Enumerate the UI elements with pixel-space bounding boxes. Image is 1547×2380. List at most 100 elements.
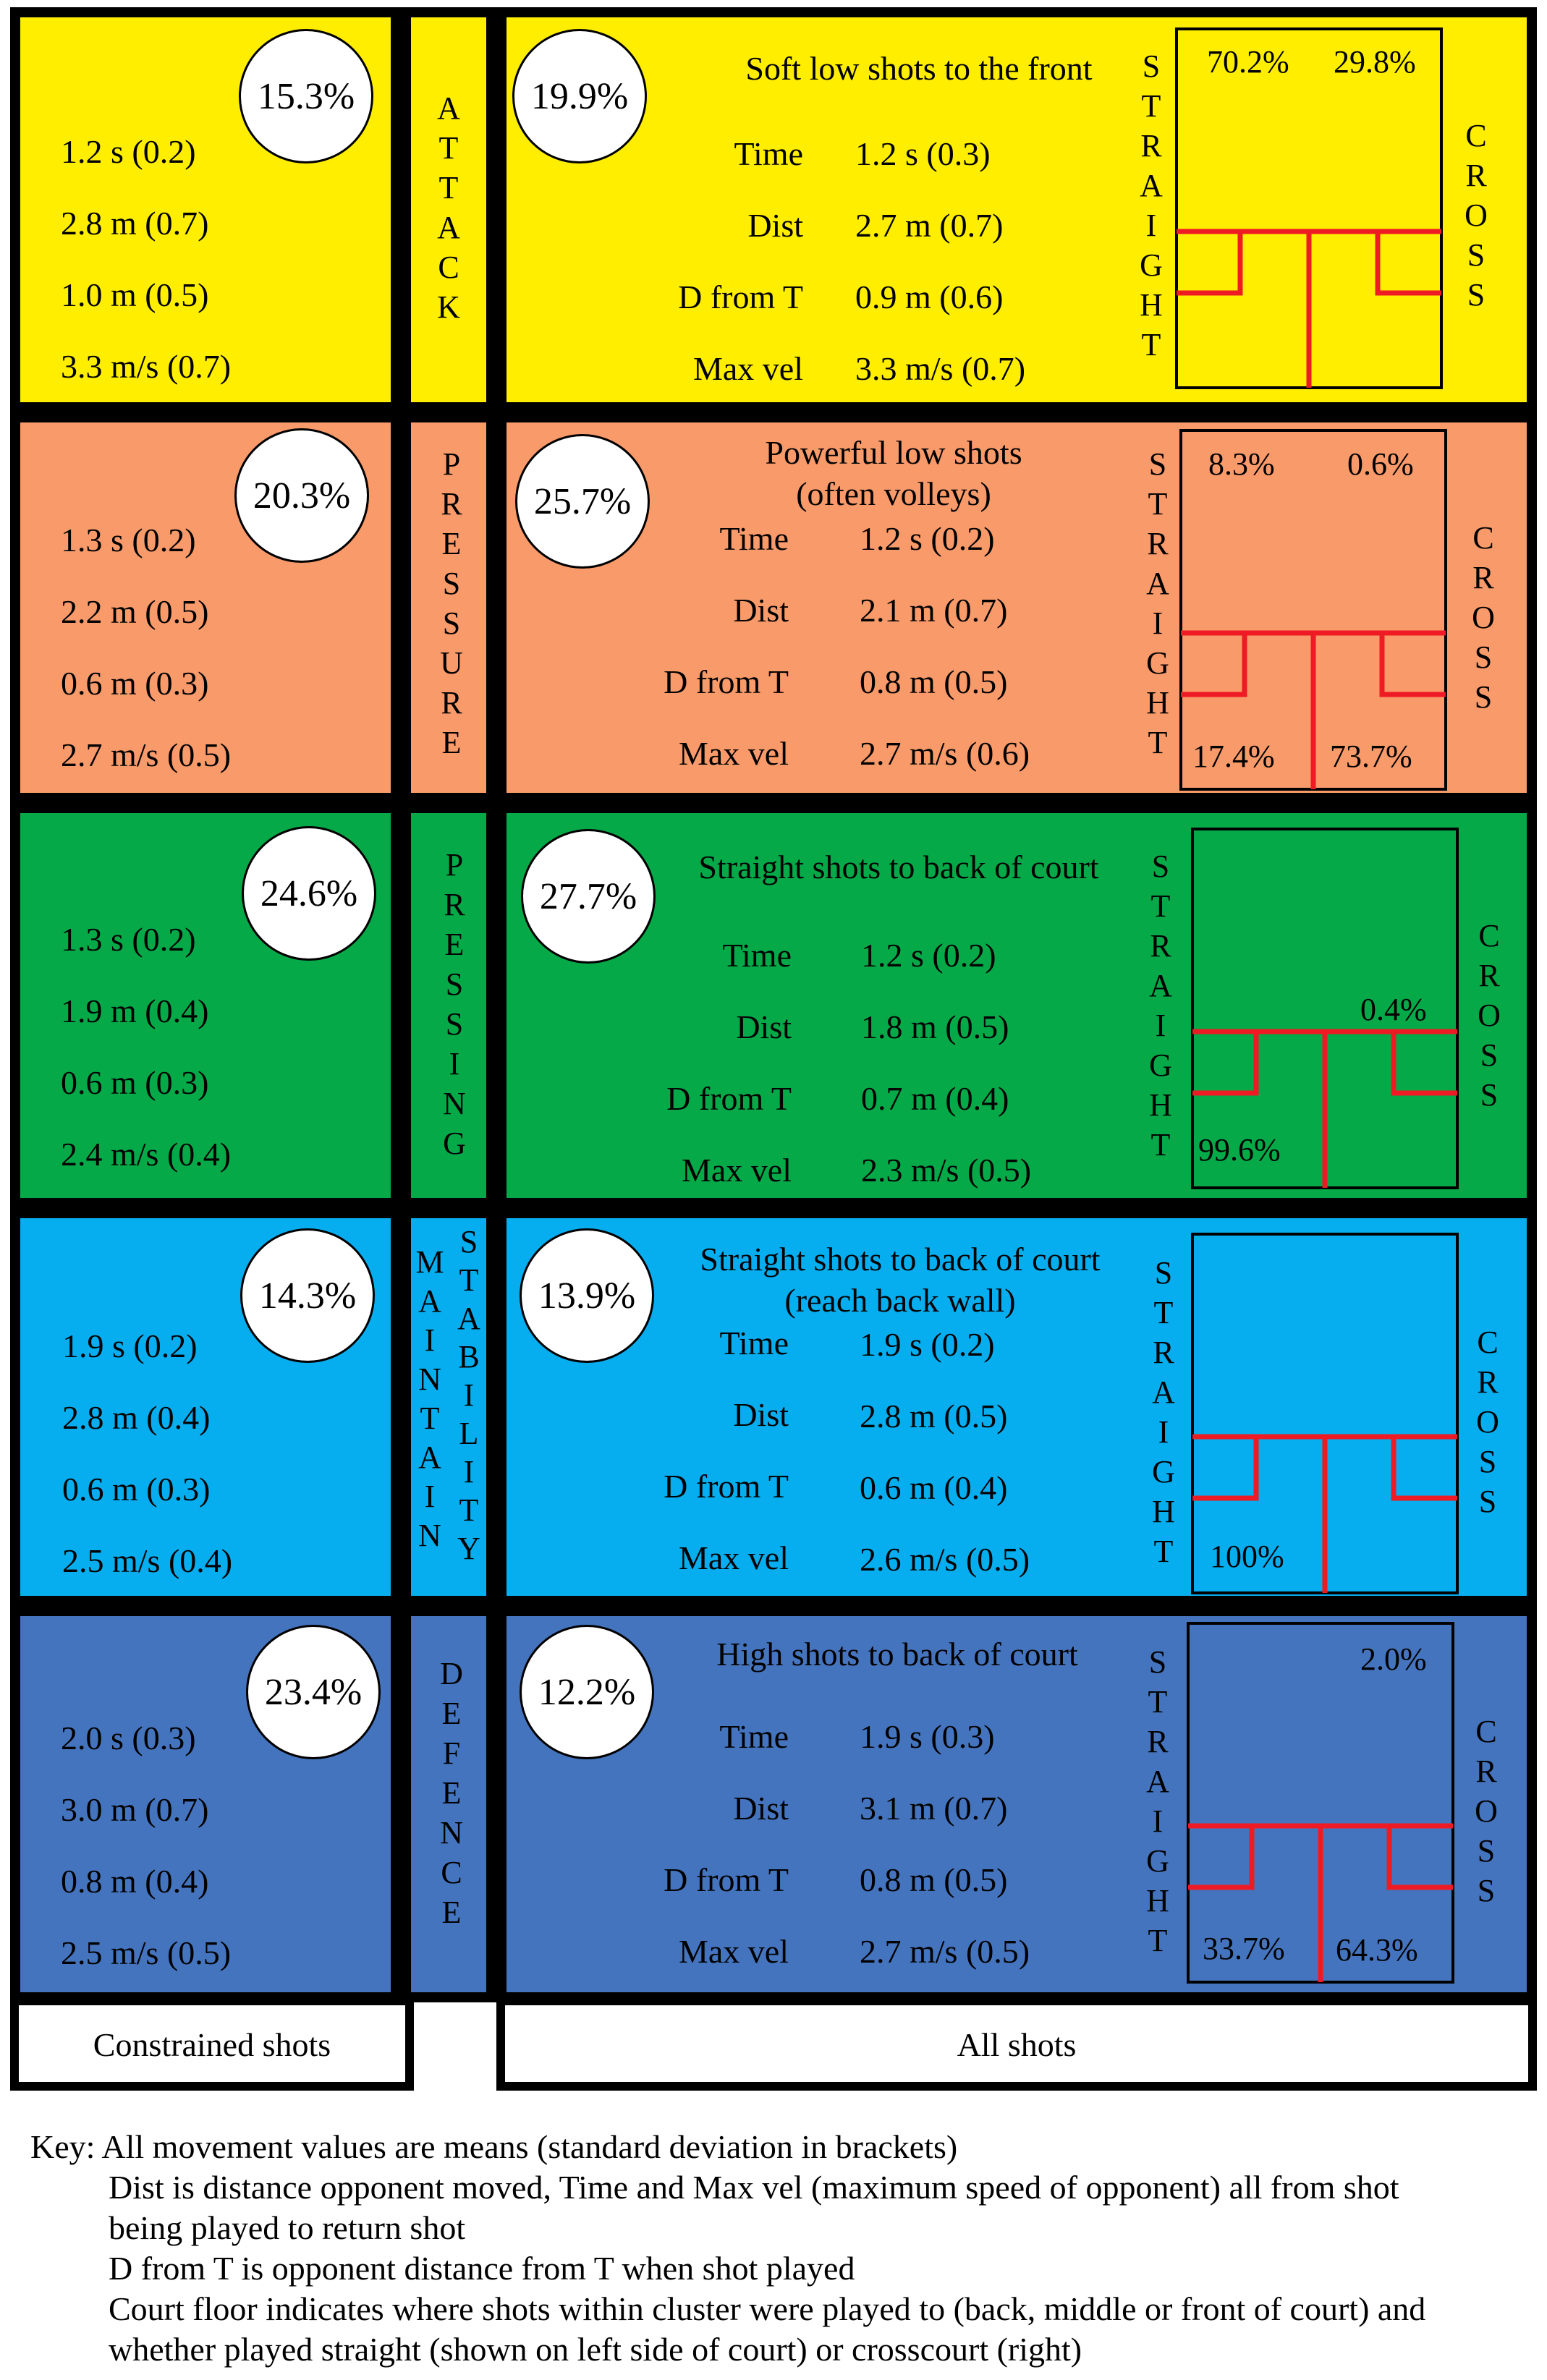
pressing-all-panel xyxy=(496,803,1537,1208)
defence-value-dist: 3.1 m (0.7) xyxy=(860,1790,1008,1827)
defence-value-dfromt: 0.8 m (0.5) xyxy=(860,1861,1008,1898)
attack-constrained-pct: 15.3% xyxy=(239,29,373,163)
attack-all-panel xyxy=(496,7,1537,412)
pressure-constrained-dist: 2.2 m (0.5) xyxy=(61,593,209,630)
pressing-label-dist: Dist xyxy=(736,1008,792,1045)
defence-cluster-title: High shots to back of court xyxy=(716,1636,1078,1673)
defence-constrained-dfromt: 0.8 m (0.4) xyxy=(61,1863,209,1900)
maintain-value-dfromt: 0.6 m (0.4) xyxy=(860,1469,1008,1506)
defence-straight-label: S T R A I G H T xyxy=(1146,1644,1169,1958)
attack-straight-label: S T R A I G H T xyxy=(1140,48,1163,362)
pressing-constrained-dfromt: 0.6 m (0.3) xyxy=(61,1064,209,1101)
attack-court-back-straight: 70.2% xyxy=(1207,44,1289,80)
pressing-label-time: Time xyxy=(722,937,792,974)
attack-label-dfromt: D from T xyxy=(678,279,803,315)
pressing-label-dfromt: D from T xyxy=(666,1080,792,1117)
pressure-value-dist: 2.1 m (0.7) xyxy=(860,592,1008,629)
maintain-all-pct: 13.9% xyxy=(520,1228,654,1363)
pressing-label-maxvel: Max vel xyxy=(681,1152,792,1189)
key-line-3: being played to return shot xyxy=(109,2209,466,2246)
pressure-all-panel xyxy=(496,412,1537,803)
pressure-cluster-title: Powerful low shots xyxy=(765,434,1022,471)
defence-value-maxvel: 2.7 m/s (0.5) xyxy=(860,1933,1030,1970)
attack-value-maxvel: 3.3 m/s (0.7) xyxy=(855,350,1026,387)
attack-label-time: Time xyxy=(734,135,803,172)
pressing-straight-label: S T R A I G H T xyxy=(1149,849,1172,1163)
pressure-value-maxvel: 2.7 m/s (0.6) xyxy=(860,735,1030,772)
maintain-court-diagram xyxy=(1191,1233,1459,1594)
maintain-cross-label: C R O S S xyxy=(1476,1325,1499,1519)
all-shots-footer xyxy=(496,2002,1537,2091)
maintain-value-time: 1.9 s (0.2) xyxy=(860,1326,995,1363)
pressure-straight-label: S T R A I G H T xyxy=(1146,446,1169,760)
defence-label-time: Time xyxy=(719,1718,789,1755)
pressure-cluster-subtitle: (often volleys) xyxy=(796,475,991,512)
pressure-constrained-pct: 20.3% xyxy=(234,428,369,563)
pressure-constrained-maxvel: 2.7 m/s (0.5) xyxy=(61,736,232,773)
constrained-shots-footer xyxy=(10,2002,414,2091)
attack-court-diagram xyxy=(1175,27,1443,389)
defence-label-panel xyxy=(401,1606,496,2002)
pressure-court-diagram xyxy=(1179,429,1447,791)
all-shots-label: All shots xyxy=(957,2026,1077,2063)
pressure-label-panel xyxy=(401,412,496,803)
maintain-category-label: M A I N T A I N xyxy=(415,1244,444,1553)
defence-constrained-pct: 23.4% xyxy=(246,1625,381,1759)
maintain-straight-label: S T R A I G H T xyxy=(1152,1255,1175,1569)
maintain-constrained-pct: 14.3% xyxy=(240,1228,375,1363)
pressure-court-front-cross: 73.7% xyxy=(1330,739,1412,774)
maintain-label-dfromt: D from T xyxy=(664,1468,789,1505)
maintain-label-dist: Dist xyxy=(733,1396,789,1433)
maintain-constrained-dist: 2.8 m (0.4) xyxy=(62,1399,211,1436)
maintain-label-panel xyxy=(401,1208,496,1606)
pressing-court-mid-cross: 0.4% xyxy=(1360,992,1427,1027)
pressure-label-dist: Dist xyxy=(733,592,789,629)
defence-category-label: D E F E N C E xyxy=(440,1656,463,1930)
attack-constrained-dist: 2.8 m (0.7) xyxy=(61,205,209,242)
attack-value-dfromt: 0.9 m (0.6) xyxy=(855,279,1004,315)
defence-label-dist: Dist xyxy=(733,1790,789,1827)
defence-court-back-cross: 2.0% xyxy=(1360,1641,1427,1677)
defence-label-maxvel: Max vel xyxy=(678,1933,789,1970)
pressure-value-time: 1.2 s (0.2) xyxy=(860,520,995,557)
key-line-5: Court floor indicates where shots within… xyxy=(109,2290,1426,2327)
pressure-court-back-cross: 0.6% xyxy=(1347,446,1414,482)
pressing-constrained-maxvel: 2.4 m/s (0.4) xyxy=(61,1136,232,1173)
attack-cross-label: C R O S S xyxy=(1465,118,1488,313)
pressing-value-dist: 1.8 m (0.5) xyxy=(861,1008,1009,1045)
defence-court-diagram xyxy=(1187,1622,1454,1984)
maintain-cluster-title: Straight shots to back of court xyxy=(700,1241,1101,1278)
pressure-constrained-dfromt: 0.6 m (0.3) xyxy=(61,665,209,702)
pressing-constrained-dist: 1.9 m (0.4) xyxy=(61,993,209,1029)
maintain-label-maxvel: Max vel xyxy=(678,1539,789,1576)
maintain-constrained-time: 1.9 s (0.2) xyxy=(62,1327,198,1364)
maintain-all-panel xyxy=(496,1208,1537,1606)
pressing-value-dfromt: 0.7 m (0.4) xyxy=(861,1080,1009,1117)
defence-court-front-cross: 64.3% xyxy=(1336,1932,1418,1968)
pressure-label-dfromt: D from T xyxy=(664,663,789,700)
key-line-1: Key: All movement values are means (stan… xyxy=(30,2128,958,2165)
pressing-constrained-time: 1.3 s (0.2) xyxy=(61,921,196,958)
pressing-value-time: 1.2 s (0.2) xyxy=(861,937,996,974)
stability-category-label: S T A B I L I T Y xyxy=(457,1224,480,1566)
pressing-category-label: P R E S S I N G xyxy=(443,847,466,1161)
attack-all-pct: 19.9% xyxy=(512,29,647,163)
pressing-label-panel xyxy=(401,803,496,1208)
pressing-cross-label: C R O S S xyxy=(1478,918,1501,1113)
key-line-4: D from T is opponent distance from T whe… xyxy=(109,2250,855,2287)
pressing-all-pct: 27.7% xyxy=(521,829,656,964)
defence-value-time: 1.9 s (0.3) xyxy=(860,1718,995,1755)
maintain-value-dist: 2.8 m (0.5) xyxy=(860,1398,1008,1435)
defence-all-panel xyxy=(496,1606,1537,2002)
defence-cross-label: C R O S S xyxy=(1475,1714,1498,1908)
defence-label-dfromt: D from T xyxy=(664,1861,789,1898)
attack-label-dist: Dist xyxy=(747,207,803,244)
pressure-category-label: P R E S S U R E xyxy=(440,446,463,760)
attack-court-back-cross: 29.8% xyxy=(1334,44,1416,80)
pressure-all-pct: 25.7% xyxy=(515,434,650,569)
pressure-value-dfromt: 0.8 m (0.5) xyxy=(860,663,1008,700)
attack-cluster-title: Soft low shots to the front xyxy=(745,50,1093,87)
attack-label-panel xyxy=(401,7,496,412)
maintain-cluster-subtitle: (reach back wall) xyxy=(784,1282,1016,1319)
pressing-court-diagram xyxy=(1191,828,1459,1189)
